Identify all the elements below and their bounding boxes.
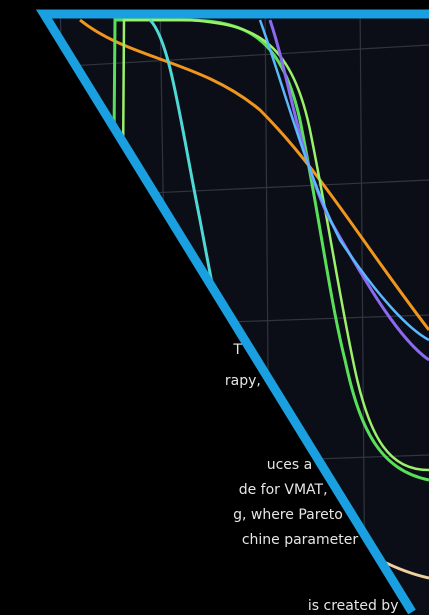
- text-line: uces a: [267, 457, 313, 473]
- text-line: de for VMAT,: [239, 482, 328, 498]
- text-line: g, where Pareto: [233, 507, 343, 523]
- text-line: rapy,: [225, 373, 261, 389]
- frame-border: [35, 9, 429, 615]
- text-line: chine parameter: [242, 532, 359, 548]
- text-line: T: [232, 342, 242, 358]
- text-line: is created by: [308, 598, 399, 614]
